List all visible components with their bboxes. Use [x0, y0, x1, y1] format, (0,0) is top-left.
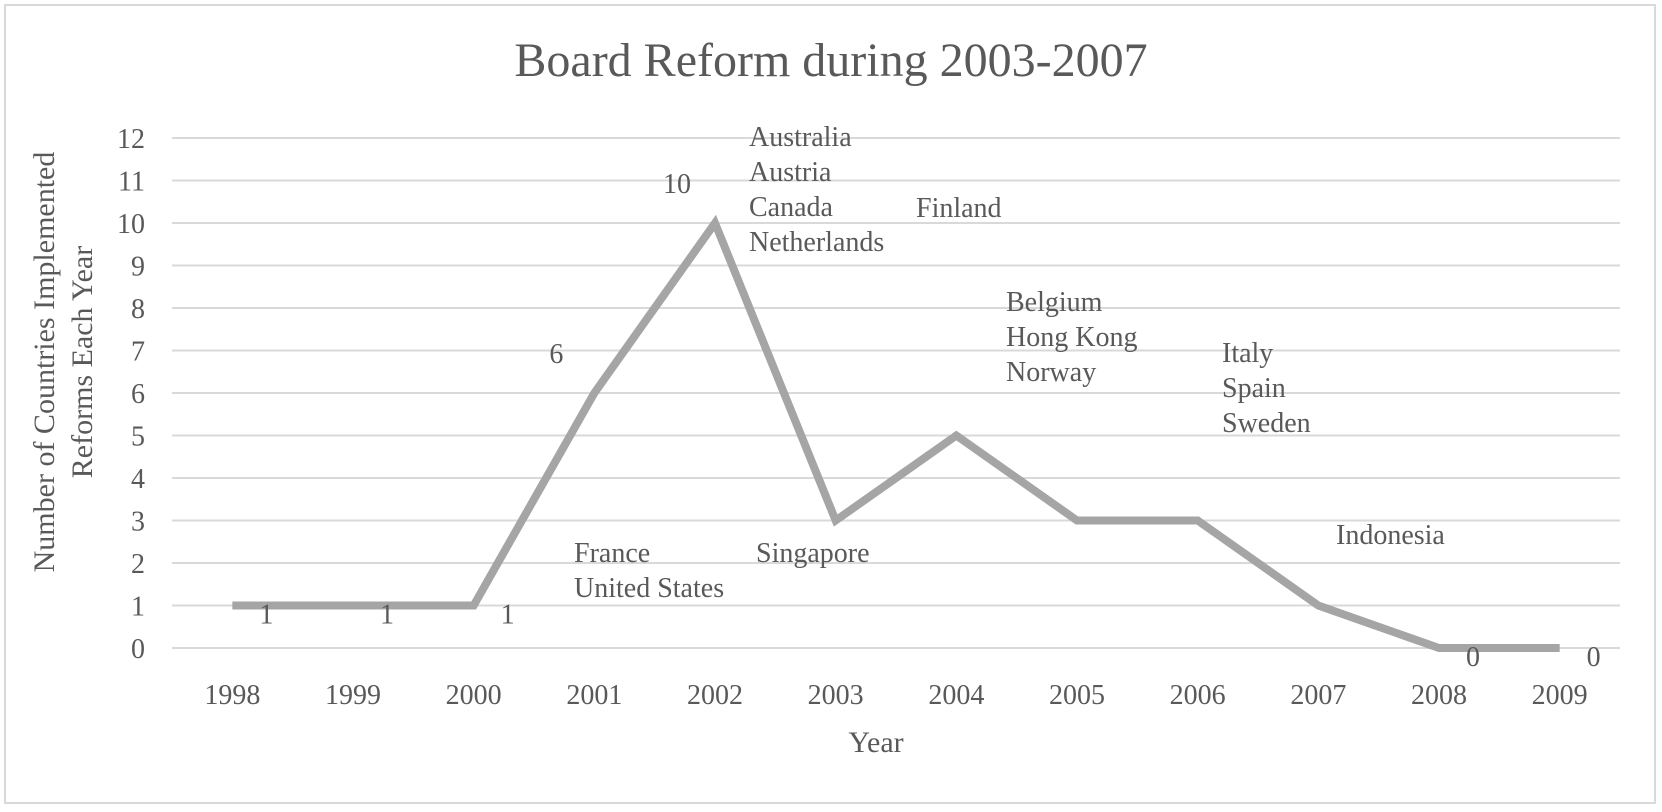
y-tick-label: 7 — [131, 337, 145, 368]
data-label: 10 — [663, 169, 691, 200]
series-lines — [232, 214, 1560, 652]
annotation-countries: Singapore — [756, 538, 870, 569]
annotation-countries: Indonesia — [1336, 520, 1445, 551]
annotation-countries: France United States — [574, 538, 724, 604]
x-tick-label: 2009 — [1532, 680, 1588, 711]
chart-title: Board Reform during 2003-2007 — [514, 34, 1147, 87]
x-tick-label: 2001 — [566, 680, 622, 711]
data-label: 6 — [549, 339, 563, 370]
annotation-countries: Australia Austria Canada Netherlands — [749, 122, 884, 258]
y-tick-label: 3 — [131, 507, 145, 538]
y-tick-label: 11 — [118, 167, 145, 198]
data-labels: 1 1 1 6 10 0 0 — [259, 169, 1600, 673]
x-axis-ticks: 1998 1999 2000 2001 2002 2003 2004 2005 2006 2007… — [204, 680, 1587, 711]
annotations: France United States Australia Austria Canad… — [574, 122, 1445, 604]
annotation-line: United States — [574, 573, 724, 604]
y-tick-label: 0 — [131, 634, 145, 665]
annotation-line: Australia — [749, 122, 852, 153]
annotation-line: France — [574, 538, 650, 569]
x-tick-label: 2004 — [928, 680, 984, 711]
annotation-line: Austria — [749, 157, 832, 188]
y-tick-label: 4 — [131, 464, 145, 495]
y-tick-label: 12 — [117, 124, 145, 155]
x-tick-label: 2002 — [687, 680, 743, 711]
annotation-countries: Italy Spain Sweden — [1222, 338, 1311, 439]
x-tick-label: 1999 — [325, 680, 381, 711]
annotation-line: Finland — [916, 193, 1002, 224]
annotation-line: Indonesia — [1336, 520, 1445, 551]
x-tick-label: 2003 — [808, 680, 864, 711]
y-axis-label: Number of Countries Implemented Reforms E… — [28, 152, 99, 573]
x-tick-label: 2000 — [446, 680, 502, 711]
annotation-line: Netherlands — [749, 227, 884, 258]
y-axis-label-line: Reforms Each Year — [66, 246, 99, 478]
annotation-line: Canada — [749, 192, 834, 223]
annotation-line: Norway — [1006, 357, 1096, 388]
y-tick-label: 2 — [131, 549, 145, 580]
x-tick-label: 2006 — [1170, 680, 1226, 711]
annotation-line: Spain — [1222, 373, 1286, 404]
annotation-line: Hong Kong — [1006, 322, 1137, 353]
x-tick-label: 1998 — [204, 680, 260, 711]
x-tick-label: 2005 — [1049, 680, 1105, 711]
annotation-line: Sweden — [1222, 408, 1311, 439]
y-axis-label-line: Number of Countries Implemented — [28, 152, 61, 573]
data-label: 1 — [380, 600, 394, 631]
data-label: 0 — [1587, 642, 1601, 673]
y-tick-label: 8 — [131, 294, 145, 325]
x-axis-label: Year — [848, 726, 903, 759]
y-tick-label: 5 — [131, 422, 145, 453]
data-label: 0 — [1466, 642, 1480, 673]
y-tick-label: 10 — [117, 209, 145, 240]
data-label: 1 — [501, 600, 515, 631]
series-line — [232, 214, 1560, 652]
gridlines — [172, 137, 1620, 649]
x-tick-label: 2008 — [1411, 680, 1467, 711]
annotation-countries: Finland — [916, 193, 1002, 224]
data-label: 1 — [259, 600, 273, 631]
annotation-line: Italy — [1222, 338, 1273, 369]
y-tick-label: 1 — [131, 592, 145, 623]
y-tick-label: 6 — [131, 379, 145, 410]
annotation-countries: Belgium Hong Kong Norway — [1006, 287, 1137, 388]
y-tick-label: 9 — [131, 252, 145, 283]
x-tick-label: 2007 — [1290, 680, 1346, 711]
annotation-line: Singapore — [756, 538, 870, 569]
annotation-line: Belgium — [1006, 287, 1103, 318]
